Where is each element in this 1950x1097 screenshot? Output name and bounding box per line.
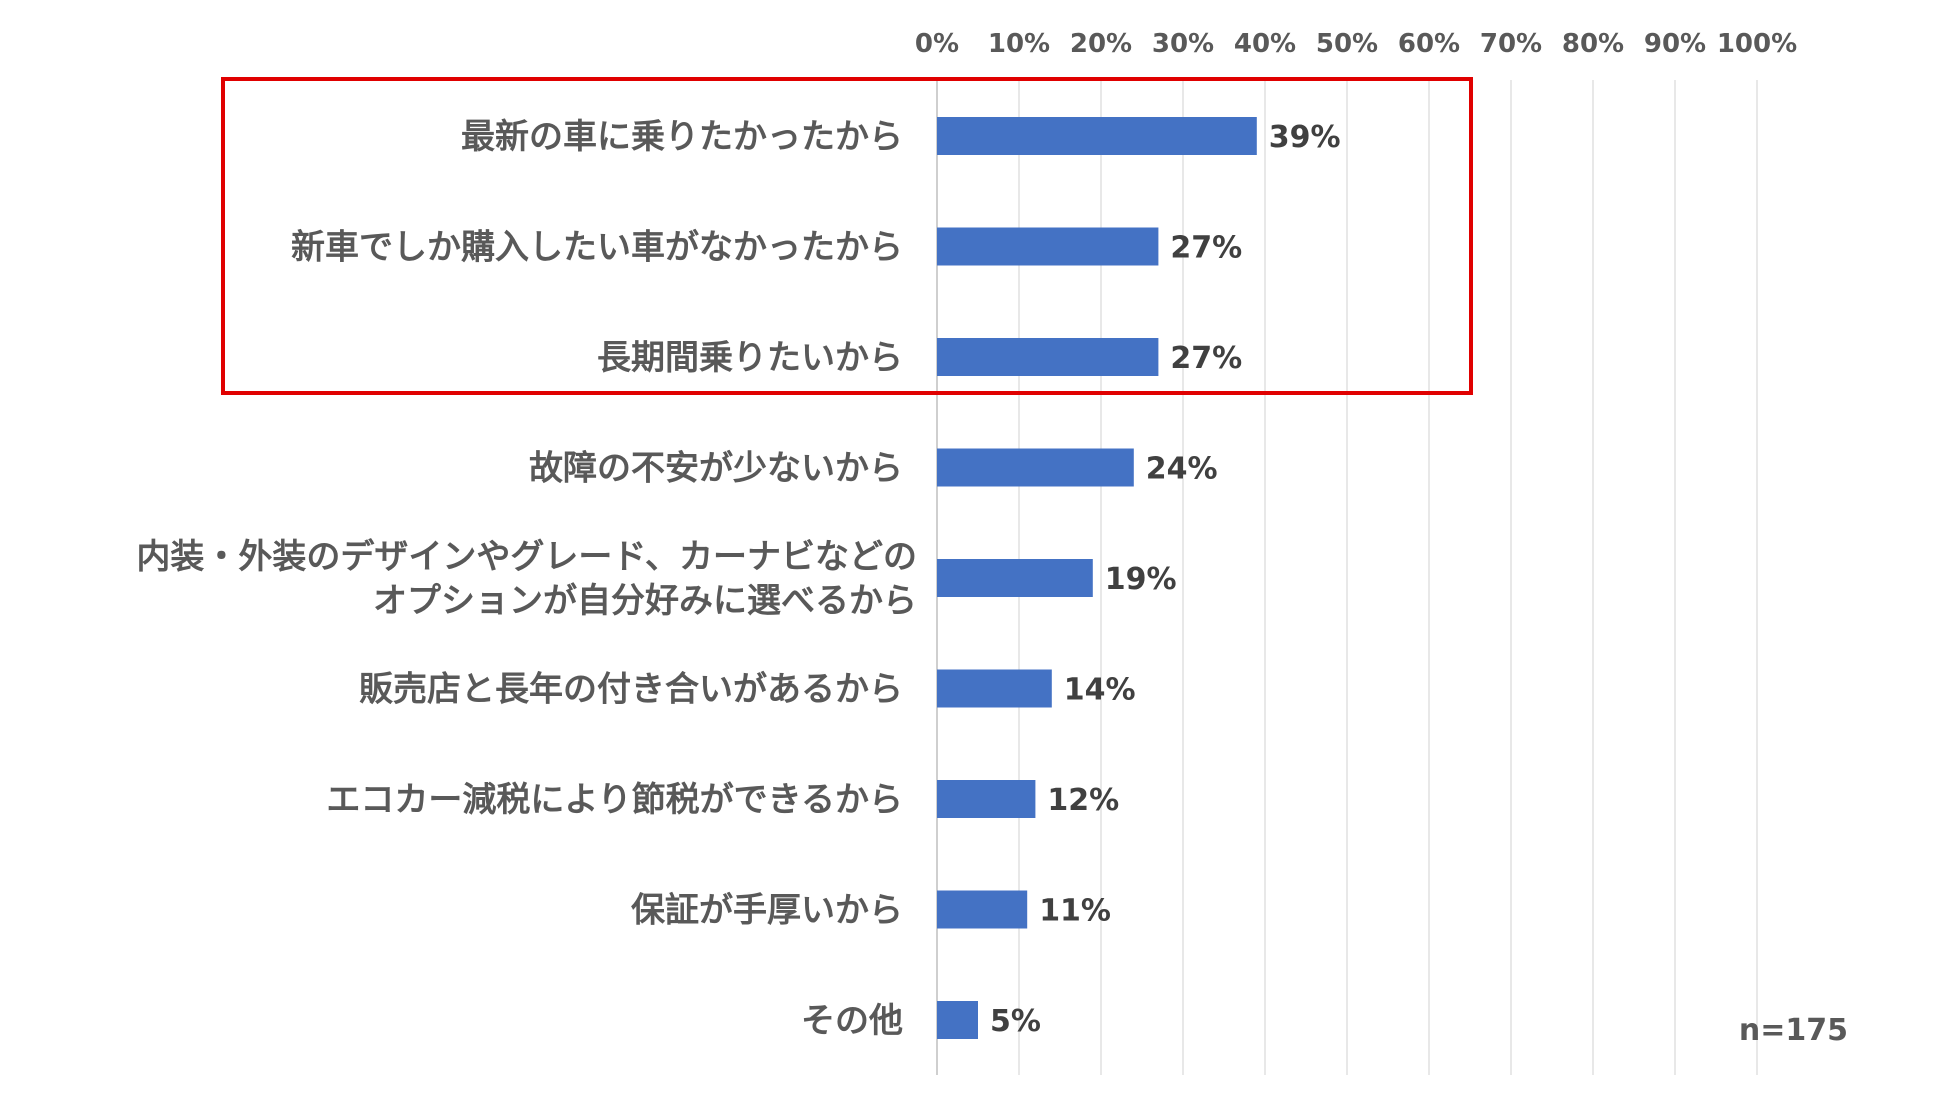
bar bbox=[937, 1001, 978, 1039]
category-label: 内装・外装のデザインやグレード、カーナビなどの bbox=[136, 537, 917, 577]
category-label: 販売店と長年の付き合いがあるから bbox=[359, 670, 903, 710]
x-tick-label: 80% bbox=[1562, 29, 1624, 59]
x-tick-label: 40% bbox=[1234, 29, 1296, 59]
bar bbox=[937, 117, 1257, 155]
x-tick-label: 20% bbox=[1070, 29, 1132, 59]
highlight-box bbox=[221, 77, 1473, 395]
bar bbox=[937, 669, 1052, 708]
category-labels: 最新の車に乗りたかったから新車でしか購入したい車がなかったから長期間乗りたいから… bbox=[136, 117, 917, 1041]
x-tick-label: 0% bbox=[915, 29, 959, 59]
value-label: 39% bbox=[1269, 120, 1341, 155]
value-label: 14% bbox=[1064, 673, 1136, 708]
x-tick-label: 90% bbox=[1644, 29, 1706, 59]
x-tick-label: 60% bbox=[1398, 29, 1460, 59]
x-tick-label: 70% bbox=[1480, 29, 1542, 59]
bar bbox=[937, 448, 1134, 487]
category-label: 長期間乗りたいから bbox=[597, 338, 903, 378]
value-label: 5% bbox=[990, 1004, 1041, 1039]
category-label: 新車でしか購入したい車がなかったから bbox=[291, 228, 903, 268]
category-label: 保証が手厚いから bbox=[631, 891, 903, 931]
value-label: 24% bbox=[1146, 452, 1218, 487]
x-tick-label: 100% bbox=[1717, 29, 1797, 59]
x-tick-label: 50% bbox=[1316, 29, 1378, 59]
bar bbox=[937, 780, 1036, 818]
category-label: エコカー減税により節税ができるから bbox=[326, 780, 903, 820]
bar bbox=[937, 559, 1093, 597]
category-label: その他 bbox=[801, 1001, 903, 1041]
category-label: 故障の不安が少ないから bbox=[529, 449, 903, 489]
bar bbox=[937, 338, 1159, 376]
value-label: 27% bbox=[1170, 231, 1242, 266]
bar bbox=[937, 890, 1028, 929]
sample-size-note: n=175 bbox=[1739, 1013, 1848, 1048]
category-label: 最新の車に乗りたかったから bbox=[461, 117, 903, 157]
value-labels: 39% 27% 27% 24% 19% 14% 12% 11% 5% bbox=[990, 120, 1341, 1039]
value-label: 27% bbox=[1170, 341, 1242, 376]
x-tick-labels: 0% 10% 20% 30% 40% 50% 60% 70% 80% 90% 100% bbox=[915, 29, 1797, 59]
value-label: 11% bbox=[1039, 894, 1111, 929]
x-tick-label: 10% bbox=[988, 29, 1050, 59]
bars bbox=[937, 117, 1257, 1039]
value-label: 19% bbox=[1105, 562, 1177, 597]
category-label: オプションが自分好みに選べるから bbox=[373, 581, 917, 621]
bar bbox=[937, 227, 1159, 266]
x-tick-label: 30% bbox=[1152, 29, 1214, 59]
value-label: 12% bbox=[1047, 783, 1119, 818]
